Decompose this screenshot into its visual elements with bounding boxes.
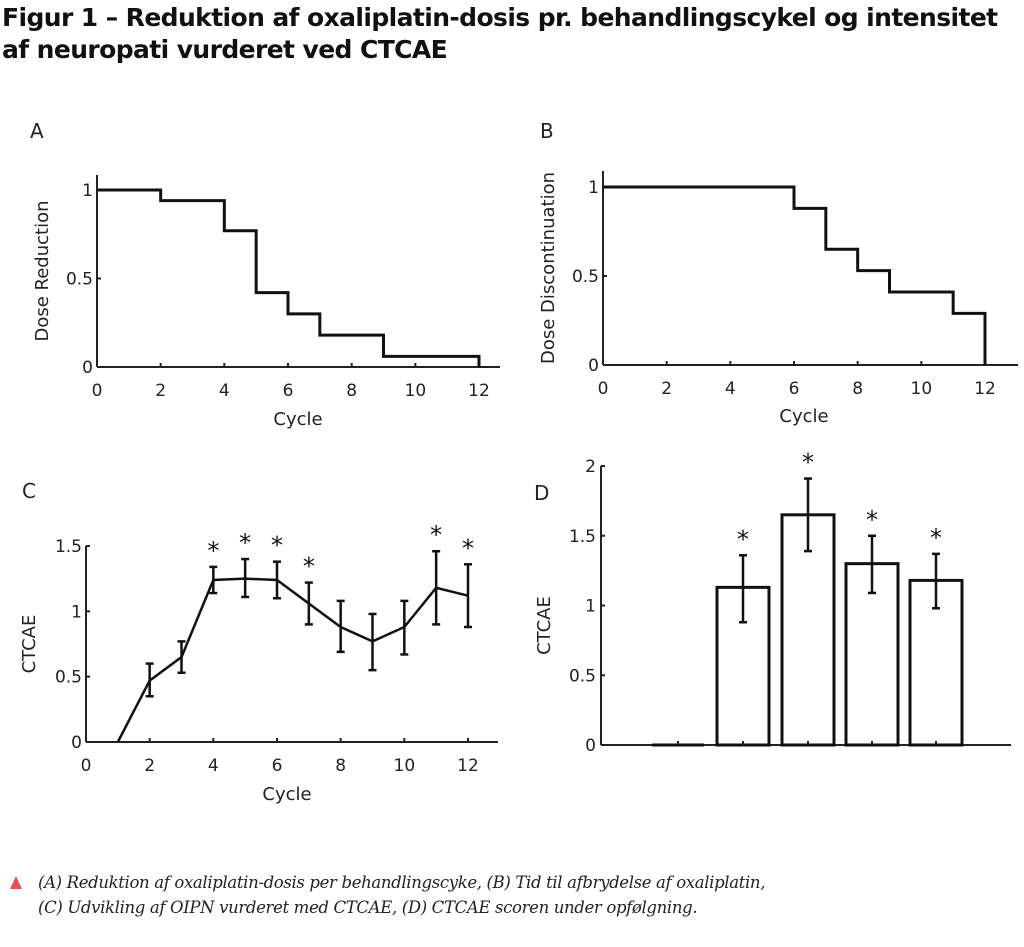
x-tick-label: 10 — [911, 379, 933, 399]
significance-star: * — [866, 506, 878, 534]
y-tick-label: 0 — [588, 356, 599, 376]
y-tick-label: 0 — [585, 736, 596, 756]
step-line-series — [603, 185, 987, 365]
y-tick-label: 1 — [82, 181, 93, 201]
panel-d: D 0 0.5 1 1.5 2 CTCAE * * * * — [534, 449, 1011, 756]
y-tick-label: 0.5 — [66, 270, 93, 290]
significance-star: * — [303, 553, 315, 581]
significance-star: * — [737, 525, 749, 553]
x-tick-label: 2 — [661, 379, 672, 399]
y-tick-label: 0 — [71, 733, 82, 753]
panel-b: B 0 2 4 6 8 10 12 0 0.5 1 Cycle Dose Discontinuation — [538, 119, 1018, 427]
x-tick-label: 12 — [457, 756, 479, 776]
y-tick-label: 0 — [82, 358, 93, 378]
y-tick-label: 2 — [585, 457, 596, 477]
x-tick-label: 6 — [272, 756, 283, 776]
x-tick-label: 0 — [598, 379, 609, 399]
x-tick-label: 6 — [789, 379, 800, 399]
significance-star: * — [271, 532, 283, 560]
line-series — [116, 577, 469, 743]
significance-star: * — [239, 529, 251, 557]
y-tick-label: 0.5 — [55, 668, 82, 688]
x-tick-label: 10 — [394, 756, 416, 776]
x-axis-label: Cycle — [262, 784, 311, 805]
significance-star: * — [430, 521, 442, 549]
x-axis-label: Cycle — [273, 409, 322, 430]
y-tick-label: 1 — [588, 178, 599, 198]
x-tick-label: 6 — [283, 381, 294, 401]
figure-caption: (A) Reduktion af oxaliplatin-dosis per b… — [10, 870, 1010, 920]
y-axis-label: CTCAE — [534, 596, 555, 655]
x-tick-label: 2 — [144, 756, 155, 776]
panel-letter: C — [22, 479, 36, 503]
y-tick-label: 1 — [585, 597, 596, 617]
figure-title: Figur 1 – Reduktion af oxaliplatin-dosis… — [2, 3, 998, 64]
y-axis-label: Dose Reduction — [32, 200, 53, 341]
x-tick-label: 12 — [974, 379, 996, 399]
x-tick-label: 4 — [219, 381, 230, 401]
significance-star: * — [930, 524, 942, 552]
significance-star: * — [802, 449, 814, 477]
x-tick-label: 10 — [405, 381, 427, 401]
y-tick-label: 1.5 — [55, 537, 82, 557]
y-tick-label: 0.5 — [572, 267, 599, 287]
x-tick-label: 0 — [92, 381, 103, 401]
x-tick-label: 12 — [468, 381, 490, 401]
bar — [780, 513, 836, 747]
x-tick-label: 4 — [208, 756, 219, 776]
caption-line-2: (C) Udvikling af OIPN vurderet med CTCAE… — [38, 898, 698, 917]
x-axis-label: Cycle — [779, 406, 828, 427]
significance-star: * — [462, 534, 474, 562]
x-tick-label: 8 — [335, 756, 346, 776]
x-tick-label: 0 — [81, 756, 92, 776]
panel-letter: D — [534, 481, 549, 505]
triangle-up-icon — [10, 876, 22, 889]
significance-star: * — [207, 537, 219, 565]
step-line-series — [97, 188, 481, 367]
x-tick-label: 4 — [725, 379, 736, 399]
y-tick-label: 0.5 — [569, 666, 596, 686]
x-tick-label: 8 — [852, 379, 863, 399]
y-tick-label: 1.5 — [569, 527, 596, 547]
x-tick-label: 8 — [346, 381, 357, 401]
panel-c: C 0 2 4 6 8 10 12 0 0.5 1 1.5 Cycle CTCAE * * * * * * — [19, 479, 498, 805]
x-tick-label: 2 — [155, 381, 166, 401]
panel-a: A 0 2 4 6 8 10 12 0 0.5 1 Cycle Dose Reduction — [30, 119, 500, 430]
panel-letter: A — [30, 119, 44, 143]
caption-line-1: (A) Reduktion af oxaliplatin-dosis per b… — [38, 873, 766, 892]
y-tick-label: 1 — [71, 602, 82, 622]
panel-letter: B — [540, 119, 554, 143]
y-axis-label: CTCAE — [19, 615, 40, 674]
y-axis-label: Dose Discontinuation — [538, 172, 559, 364]
